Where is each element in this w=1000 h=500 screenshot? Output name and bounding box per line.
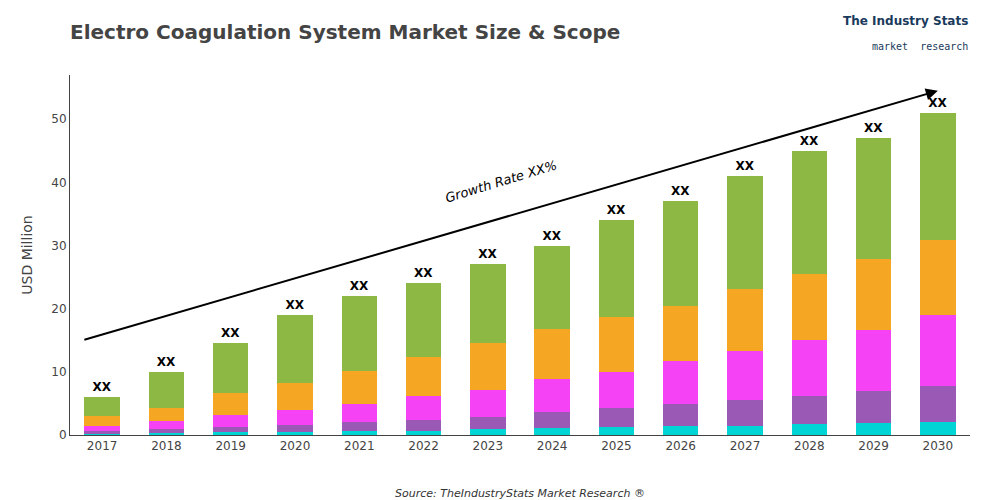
svg-text:2021: 2021 bbox=[344, 439, 375, 453]
svg-text:XX: XX bbox=[543, 229, 562, 243]
svg-text:XX: XX bbox=[671, 184, 690, 198]
svg-text:market research: market research bbox=[872, 41, 968, 52]
svg-text:XX: XX bbox=[221, 326, 240, 340]
svg-text:XX: XX bbox=[478, 247, 497, 261]
svg-text:2026: 2026 bbox=[665, 439, 696, 453]
svg-text:2029: 2029 bbox=[858, 439, 889, 453]
svg-text:2025: 2025 bbox=[601, 439, 632, 453]
svg-text:2018: 2018 bbox=[151, 439, 182, 453]
svg-text:The Industry Stats: The Industry Stats bbox=[843, 14, 968, 28]
svg-text:2019: 2019 bbox=[215, 439, 246, 453]
svg-text:50: 50 bbox=[51, 112, 66, 126]
svg-text:2030: 2030 bbox=[923, 439, 954, 453]
svg-text:XX: XX bbox=[735, 159, 754, 173]
svg-text:XX: XX bbox=[864, 121, 883, 135]
svg-text:2022: 2022 bbox=[408, 439, 439, 453]
svg-text:XX: XX bbox=[350, 279, 369, 293]
svg-text:10: 10 bbox=[51, 365, 66, 379]
svg-text:2024: 2024 bbox=[537, 439, 568, 453]
svg-text:XX: XX bbox=[928, 96, 947, 110]
svg-text:30: 30 bbox=[51, 239, 66, 253]
svg-text:Electro Coagulation System Mar: Electro Coagulation System Market Size &… bbox=[70, 20, 620, 44]
svg-text:20: 20 bbox=[51, 302, 66, 316]
svg-text:XX: XX bbox=[93, 380, 112, 394]
svg-text:0: 0 bbox=[59, 428, 67, 442]
svg-text:2027: 2027 bbox=[730, 439, 761, 453]
svg-text:XX: XX bbox=[414, 266, 433, 280]
svg-text:XX: XX bbox=[607, 203, 626, 217]
svg-text:XX: XX bbox=[285, 298, 304, 312]
svg-text:XX: XX bbox=[157, 355, 176, 369]
svg-text:40: 40 bbox=[51, 176, 66, 190]
svg-text:XX: XX bbox=[800, 134, 819, 148]
svg-text:Source: TheIndustryStats Marke: Source: TheIndustryStats Market Research… bbox=[395, 487, 645, 500]
svg-text:2023: 2023 bbox=[473, 439, 504, 453]
svg-text:2017: 2017 bbox=[87, 439, 118, 453]
svg-text:USD Million: USD Million bbox=[19, 215, 35, 294]
svg-text:Growth Rate XX%: Growth Rate XX% bbox=[443, 157, 558, 205]
svg-text:2028: 2028 bbox=[794, 439, 825, 453]
svg-text:2020: 2020 bbox=[280, 439, 311, 453]
